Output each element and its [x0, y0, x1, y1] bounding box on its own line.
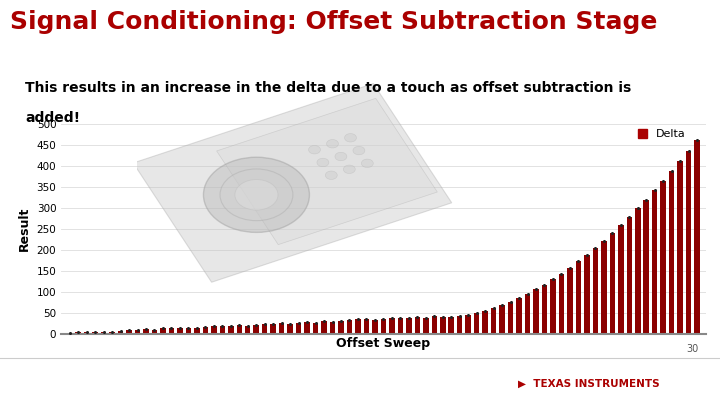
Bar: [152, 330, 157, 334]
Bar: [364, 319, 369, 334]
Bar: [559, 274, 564, 334]
Bar: [397, 318, 403, 334]
Bar: [143, 329, 149, 334]
Bar: [330, 322, 336, 334]
Bar: [321, 321, 327, 334]
Bar: [168, 328, 174, 334]
Bar: [84, 332, 89, 334]
Bar: [220, 326, 225, 334]
Bar: [338, 322, 343, 334]
Bar: [194, 328, 199, 334]
Circle shape: [220, 169, 293, 221]
Bar: [474, 313, 480, 334]
Bar: [593, 248, 598, 334]
Bar: [550, 279, 556, 334]
Bar: [202, 327, 208, 334]
Bar: [355, 319, 361, 334]
Bar: [584, 255, 590, 334]
Circle shape: [325, 171, 337, 179]
Bar: [440, 317, 446, 334]
Bar: [686, 151, 691, 334]
Bar: [694, 141, 700, 334]
Text: 30: 30: [686, 344, 698, 354]
Polygon shape: [217, 98, 437, 245]
Bar: [245, 326, 251, 334]
Y-axis label: Result: Result: [18, 207, 31, 251]
Text: Signal Conditioning: Offset Subtraction Stage: Signal Conditioning: Offset Subtraction …: [10, 10, 657, 34]
Bar: [279, 323, 284, 334]
Legend: Delta: Delta: [634, 125, 690, 144]
Bar: [253, 325, 259, 334]
Bar: [186, 328, 191, 334]
Bar: [347, 320, 352, 334]
Bar: [228, 326, 233, 334]
Bar: [516, 298, 522, 334]
Bar: [541, 284, 547, 334]
Bar: [415, 317, 420, 334]
Text: This results in an increase in the delta due to a touch as offset subtraction is: This results in an increase in the delta…: [25, 81, 631, 95]
Polygon shape: [133, 83, 451, 282]
Bar: [177, 328, 183, 334]
Circle shape: [343, 165, 355, 173]
Bar: [482, 311, 488, 334]
Bar: [660, 181, 666, 334]
Bar: [67, 333, 73, 334]
Bar: [305, 322, 310, 334]
Text: added!: added!: [25, 111, 81, 126]
Circle shape: [361, 159, 373, 168]
Circle shape: [327, 139, 338, 148]
Bar: [576, 261, 581, 334]
Bar: [534, 290, 539, 334]
Bar: [101, 332, 107, 334]
Bar: [126, 330, 132, 334]
Circle shape: [345, 134, 356, 142]
Bar: [610, 233, 615, 334]
Bar: [431, 316, 437, 334]
Bar: [312, 323, 318, 334]
Bar: [381, 320, 386, 334]
Bar: [406, 318, 412, 334]
Bar: [372, 320, 378, 334]
Bar: [635, 209, 641, 334]
X-axis label: Offset Sweep: Offset Sweep: [336, 337, 431, 350]
Bar: [76, 332, 81, 334]
Bar: [423, 318, 428, 334]
Bar: [508, 302, 513, 334]
Bar: [92, 332, 98, 334]
Bar: [109, 332, 114, 334]
Text: ▶  TEXAS INSTRUMENTS: ▶ TEXAS INSTRUMENTS: [518, 379, 660, 389]
Bar: [118, 331, 123, 334]
Bar: [449, 317, 454, 334]
Bar: [500, 305, 505, 334]
Bar: [678, 161, 683, 334]
Bar: [618, 225, 624, 334]
Bar: [211, 326, 217, 334]
Bar: [262, 324, 267, 334]
Bar: [296, 323, 302, 334]
Circle shape: [204, 157, 310, 232]
Bar: [465, 315, 471, 334]
Bar: [236, 325, 242, 334]
Circle shape: [353, 146, 365, 155]
Bar: [491, 309, 496, 334]
Bar: [457, 316, 462, 334]
Bar: [652, 190, 657, 334]
Bar: [567, 268, 572, 334]
Circle shape: [317, 158, 329, 167]
Bar: [287, 324, 293, 334]
Circle shape: [235, 179, 278, 210]
Bar: [160, 328, 166, 334]
Circle shape: [335, 152, 347, 161]
Bar: [644, 200, 649, 334]
Bar: [135, 330, 140, 334]
Bar: [601, 241, 607, 334]
Bar: [669, 171, 675, 334]
Circle shape: [309, 145, 320, 154]
Bar: [626, 217, 632, 334]
Bar: [389, 318, 395, 334]
Bar: [525, 294, 531, 334]
Bar: [271, 324, 276, 334]
